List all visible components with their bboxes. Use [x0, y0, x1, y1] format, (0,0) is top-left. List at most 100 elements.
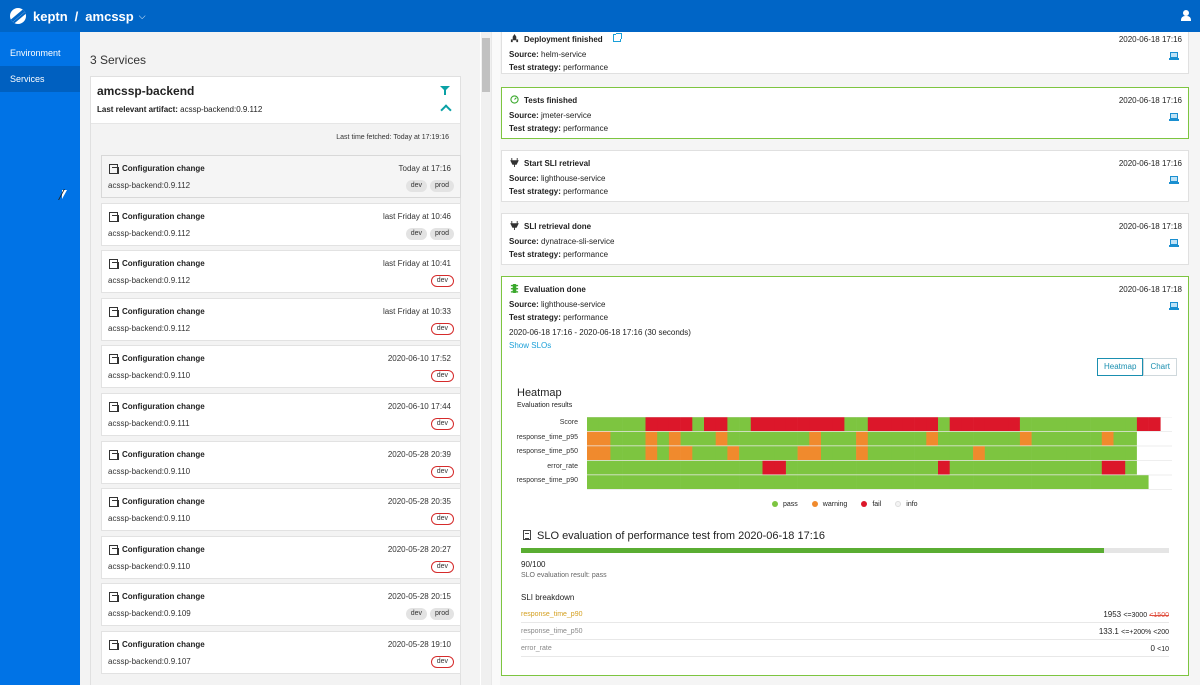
heatmap-cell[interactable]: [984, 431, 997, 446]
heatmap-cell[interactable]: [1043, 446, 1056, 460]
heatmap-cell[interactable]: [809, 475, 822, 489]
heatmap-cell[interactable]: [1101, 475, 1114, 489]
heatmap-cell[interactable]: [973, 417, 986, 431]
heatmap-cell[interactable]: [1031, 460, 1044, 475]
heatmap-cell[interactable]: [844, 417, 857, 431]
heatmap-cell[interactable]: [633, 460, 646, 475]
heatmap-cell[interactable]: [797, 417, 810, 431]
heatmap-cell[interactable]: [996, 431, 1009, 446]
stage-tag[interactable]: dev: [405, 180, 427, 192]
stage-tag[interactable]: dev: [430, 370, 454, 383]
heatmap-cell[interactable]: [1090, 475, 1103, 489]
external-link-icon[interactable]: [613, 33, 622, 42]
heatmap-cell[interactable]: [1055, 431, 1067, 446]
heatmap-cell[interactable]: [622, 460, 635, 475]
heatmap-cell[interactable]: [996, 446, 1009, 460]
heatmap-cell[interactable]: [1078, 460, 1091, 475]
heatmap-cell[interactable]: [914, 475, 927, 489]
heatmap-cell[interactable]: [715, 446, 728, 460]
heatmap-cell[interactable]: [704, 431, 716, 446]
heatmap-cell[interactable]: [633, 431, 646, 446]
heatmap-cell[interactable]: [949, 446, 962, 460]
heatmap-cell[interactable]: [587, 417, 599, 431]
heatmap-cell[interactable]: [1008, 446, 1021, 460]
heatmap-cell[interactable]: [1148, 446, 1161, 460]
heatmap-cell[interactable]: [645, 446, 658, 460]
heatmap-cell[interactable]: [1078, 475, 1091, 489]
heatmap-cell[interactable]: [1090, 460, 1103, 475]
heatmap-cell[interactable]: [797, 446, 810, 460]
sli-row[interactable]: response_time_p90 1953 <=3000 <1500: [521, 610, 1169, 623]
heatmap-cell[interactable]: [680, 460, 693, 475]
heatmap-cell[interactable]: [1136, 446, 1149, 460]
heatmap-cell[interactable]: [844, 431, 857, 446]
heatmap-cell[interactable]: [1066, 417, 1079, 431]
stage-tag[interactable]: dev: [405, 608, 427, 621]
heatmap-cell[interactable]: [622, 475, 635, 489]
heatmap-cell[interactable]: [938, 460, 950, 475]
heatmap-cell[interactable]: [704, 446, 716, 460]
laptop-icon[interactable]: [1169, 239, 1179, 247]
heatmap-cell[interactable]: [1090, 431, 1103, 446]
heatmap-cell[interactable]: [622, 417, 635, 431]
heatmap-cell[interactable]: [949, 475, 962, 489]
heatmap-cell[interactable]: [587, 446, 599, 460]
heatmap-cell[interactable]: [867, 446, 880, 460]
heatmap-cell[interactable]: [1055, 417, 1067, 431]
heatmap-cell[interactable]: [587, 460, 599, 475]
event-item[interactable]: Configuration change acssp-backend:0.9.11…: [101, 440, 461, 484]
heatmap-cell[interactable]: [832, 417, 845, 431]
stage-tag[interactable]: dev: [430, 513, 454, 526]
heatmap-cell[interactable]: [762, 417, 775, 431]
heatmap-cell[interactable]: [645, 460, 658, 475]
chart-toggle-button[interactable]: Chart: [1143, 358, 1177, 376]
heatmap-cell[interactable]: [926, 446, 939, 460]
heatmap-cell[interactable]: [1031, 446, 1044, 460]
heatmap-cell[interactable]: [984, 475, 997, 489]
stage-tag[interactable]: prod: [429, 227, 454, 240]
heatmap-cell[interactable]: [809, 460, 822, 475]
heatmap-cell[interactable]: [1125, 460, 1138, 475]
heatmap-cell[interactable]: [938, 475, 950, 489]
heatmap-cell[interactable]: [727, 417, 740, 431]
heatmap-cell[interactable]: [1055, 475, 1067, 489]
laptop-icon[interactable]: [1169, 176, 1179, 184]
heatmap-cell[interactable]: [984, 460, 997, 475]
heatmap-cell[interactable]: [949, 417, 962, 431]
heatmap-cell[interactable]: [1125, 431, 1138, 446]
heatmap-cell[interactable]: [832, 460, 845, 475]
heatmap-cell[interactable]: [914, 446, 927, 460]
heatmap-cell[interactable]: [809, 431, 822, 446]
heatmap-cell[interactable]: [739, 475, 752, 489]
heatmap-cell[interactable]: [867, 460, 880, 475]
heatmap-cell[interactable]: [938, 446, 950, 460]
heatmap-cell[interactable]: [1113, 460, 1126, 475]
heatmap-cell[interactable]: [633, 475, 646, 489]
heatmap-cell[interactable]: [1136, 417, 1149, 431]
heatmap-cell[interactable]: [832, 431, 845, 446]
heatmap-cell[interactable]: [622, 446, 635, 460]
heatmap-cell[interactable]: [1043, 460, 1056, 475]
heatmap-cell[interactable]: [610, 475, 623, 489]
heatmap-cell[interactable]: [762, 460, 775, 475]
chevron-down-icon[interactable]: ⌵: [138, 10, 146, 21]
heatmap-cell[interactable]: [727, 446, 740, 460]
heatmap-cell[interactable]: [902, 417, 915, 431]
heatmap-cell[interactable]: [727, 475, 740, 489]
stage-tag[interactable]: prod: [429, 608, 454, 621]
heatmap-cell[interactable]: [715, 460, 728, 475]
heatmap-cell[interactable]: [692, 460, 705, 475]
stage-tag[interactable]: dev: [430, 656, 454, 668]
heatmap-cell[interactable]: [914, 431, 927, 446]
heatmap-cell[interactable]: [785, 475, 798, 489]
sli-row[interactable]: response_time_p50 133.1 <=+200% <200: [521, 627, 1169, 640]
legend-info[interactable]: info: [895, 501, 918, 508]
heatmap-cell[interactable]: [1043, 417, 1056, 431]
heatmap-cell[interactable]: [1031, 431, 1044, 446]
event-item[interactable]: Configuration change acssp-backend:0.9.11…: [101, 202, 461, 246]
heatmap-cell[interactable]: [1101, 431, 1114, 446]
heatmap-cell[interactable]: [1055, 460, 1067, 475]
heatmap-cell[interactable]: [657, 446, 670, 460]
heatmap-cell[interactable]: [598, 446, 611, 460]
heatmap-cell[interactable]: [610, 446, 623, 460]
